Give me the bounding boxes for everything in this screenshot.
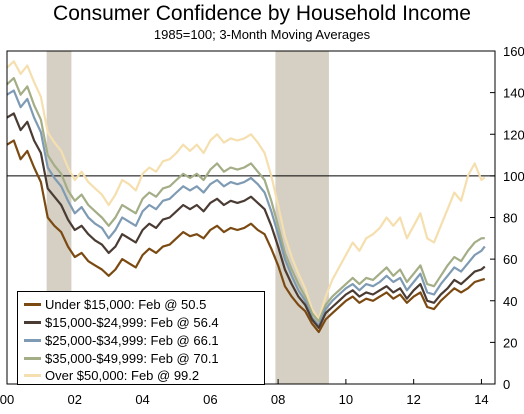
- x-tick-label: 10: [339, 392, 353, 407]
- legend-swatch: [24, 320, 41, 324]
- x-tick-label: 08: [271, 392, 285, 407]
- legend-label: $25,000-$34,999: Feb @ 66.1: [45, 332, 219, 348]
- legend-label: Over $50,000: Feb @ 99.2: [45, 367, 200, 383]
- series-lines: [6, 60, 486, 334]
- x-tick-label: 00: [0, 392, 14, 407]
- series-line: [6, 76, 485, 323]
- x-tick-label: 12: [406, 392, 420, 407]
- y-axis-ticks: 0 20 40 60 80 100 120 140 160: [490, 44, 524, 392]
- legend-item: $25,000-$34,999: Feb @ 66.1: [24, 332, 219, 348]
- legend-item: Over $50,000: Feb @ 99.2: [24, 367, 199, 383]
- legend-swatch: [24, 356, 41, 360]
- y-tick-label: 100: [503, 169, 524, 184]
- recession-band: [275, 51, 329, 384]
- series-line: [6, 139, 486, 334]
- x-tick-label: 14: [474, 392, 488, 407]
- legend-swatch: [24, 302, 41, 306]
- legend-label: $35,000-$49,999: Feb @ 70.1: [45, 350, 219, 366]
- y-tick-label: 40: [503, 294, 517, 309]
- y-tick-label: 20: [503, 335, 517, 350]
- legend-label: Under $15,000: Feb @ 50.5: [45, 296, 207, 312]
- x-tick-label: 02: [68, 392, 82, 407]
- legend-label: $15,000-$24,999: Feb @ 56.4: [45, 314, 219, 330]
- legend-item: $35,000-$49,999: Feb @ 70.1: [24, 350, 219, 366]
- legend-item: Under $15,000: Feb @ 50.5: [24, 296, 206, 312]
- chart-subtitle: 1985=100; 3-Month Moving Averages: [153, 27, 371, 42]
- legend-item: $15,000-$24,999: Feb @ 56.4: [24, 314, 219, 330]
- series-line: [6, 112, 486, 329]
- chart-title: Consumer Confidence by Household Income: [53, 2, 471, 25]
- series-line: [6, 60, 486, 321]
- x-tick-label: 04: [135, 392, 149, 407]
- y-tick-label: 140: [503, 86, 524, 101]
- legend-swatch: [24, 373, 41, 377]
- y-tick-label: 120: [503, 127, 524, 142]
- y-tick-label: 60: [503, 252, 517, 267]
- y-tick-label: 160: [503, 44, 524, 59]
- y-tick-label: 0: [503, 377, 510, 392]
- y-tick-label: 80: [503, 211, 517, 226]
- x-tick-label: 06: [203, 392, 217, 407]
- legend: Under $15,000: Feb @ 50.5 $15,000-$24,99…: [17, 291, 265, 385]
- series-line: [6, 89, 486, 327]
- legend-swatch: [24, 338, 41, 342]
